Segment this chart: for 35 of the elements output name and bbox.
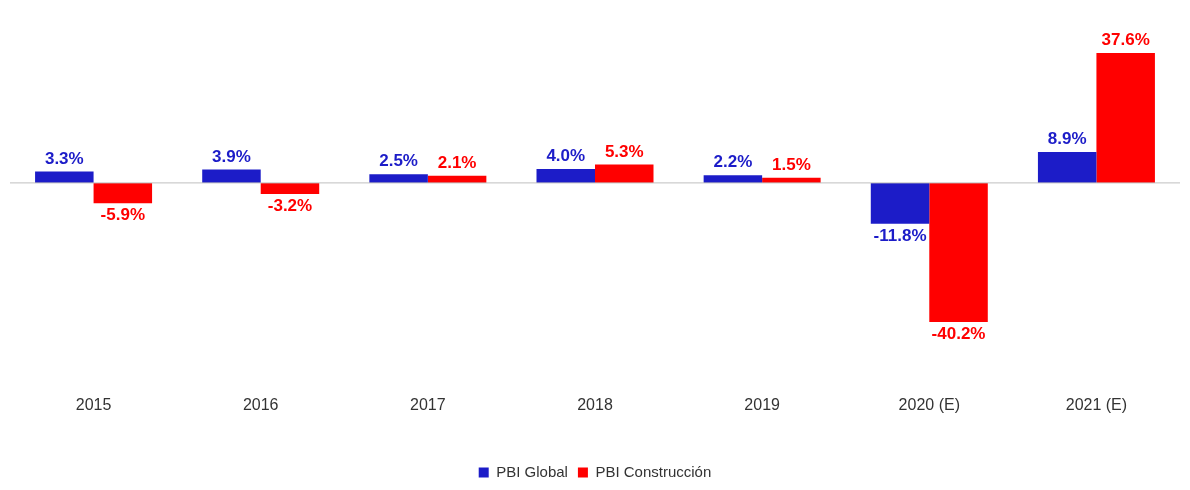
data-label: -11.8% — [873, 225, 927, 245]
data-label: 5.3% — [604, 141, 644, 161]
data-label: 2.5% — [379, 151, 418, 171]
x-tick-label: 2021 (E) — [1065, 395, 1128, 413]
bar — [929, 182, 988, 322]
bar — [93, 182, 153, 204]
bar — [260, 182, 320, 194]
data-label: 37.6% — [1101, 30, 1150, 50]
bar — [1096, 52, 1155, 183]
data-label: 4.0% — [546, 146, 586, 166]
x-tick-label: 2016 — [242, 395, 279, 413]
x-tick-label: 2019 — [744, 395, 781, 413]
data-label: 2.2% — [713, 152, 753, 172]
data-label: -40.2% — [931, 324, 986, 344]
legend-label: PBI Construcción — [595, 462, 712, 480]
x-tick-label: 2018 — [577, 395, 613, 413]
bar — [202, 169, 261, 183]
bar — [35, 171, 94, 183]
bar — [1037, 152, 1097, 183]
bar — [595, 164, 654, 183]
data-label: -5.9% — [100, 205, 146, 225]
bar — [536, 169, 595, 183]
data-label: 1.5% — [772, 154, 811, 174]
bar — [870, 182, 930, 224]
x-tick-label: 2015 — [75, 395, 112, 413]
x-tick-label: 2020 (E) — [898, 395, 960, 413]
x-tick-label: 2017 — [410, 395, 446, 413]
bar — [703, 175, 763, 183]
data-label: 8.9% — [1047, 129, 1087, 149]
legend-label: PBI Global — [496, 462, 568, 480]
data-label: 3.3% — [44, 148, 84, 168]
bar — [369, 174, 428, 183]
data-label: 3.9% — [212, 146, 251, 166]
data-label: 2.1% — [437, 152, 477, 172]
data-label: -3.2% — [267, 196, 313, 216]
